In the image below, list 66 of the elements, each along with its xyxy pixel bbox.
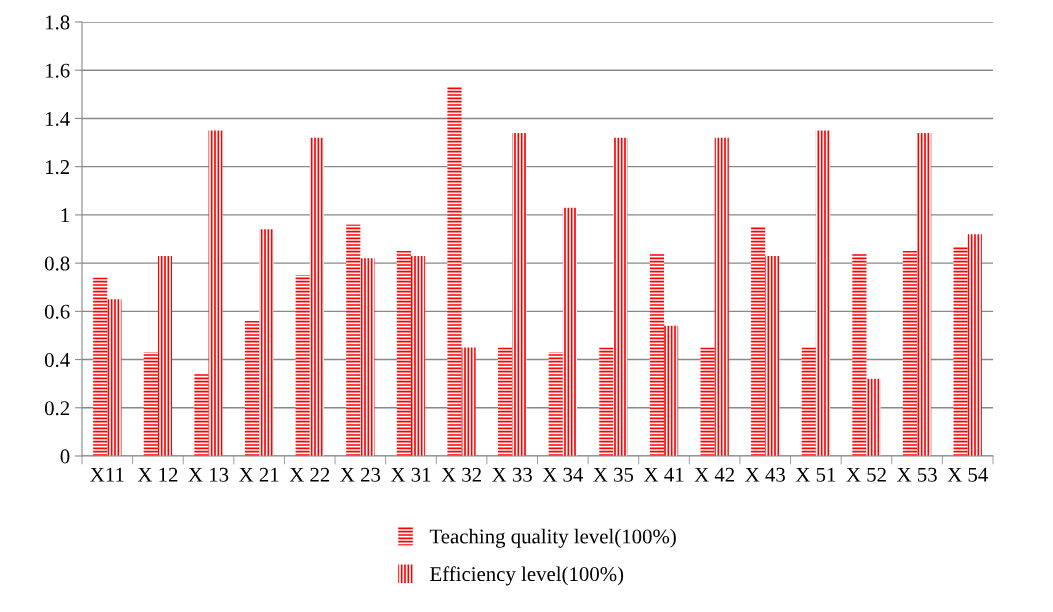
x-tick-label: X 12 [137, 467, 178, 482]
y-tick-label: 0.6 [44, 304, 70, 319]
x-tick-label: X11 [90, 467, 124, 482]
x-tick-label: X 21 [239, 467, 279, 482]
bar [562, 207, 577, 456]
bar [309, 137, 324, 456]
x-tick-label: X 43 [745, 467, 785, 482]
y-tick-label: 0 [60, 449, 70, 464]
bar [967, 234, 982, 456]
y-tick-label: 1.4 [45, 111, 70, 126]
bar [244, 320, 260, 456]
bar [613, 137, 628, 456]
x-tick-label: X 41 [643, 467, 684, 482]
bar [902, 251, 918, 456]
y-tick-label: 0.4 [44, 352, 70, 368]
x-tick-label: X 23 [340, 467, 381, 482]
x-tick-label: X 53 [897, 467, 937, 482]
bar [664, 325, 679, 456]
bar [548, 352, 563, 456]
y-tick-label: 0.8 [44, 256, 70, 271]
bar [953, 246, 968, 456]
bar [194, 374, 209, 456]
x-tick-label: X 31 [390, 467, 431, 482]
bar [498, 347, 513, 456]
bar [866, 378, 881, 456]
x-tick-label: X 22 [289, 467, 330, 482]
x-tick-label: X 33 [492, 467, 532, 482]
bar [700, 347, 715, 456]
bar [107, 299, 122, 456]
bar [815, 130, 831, 456]
y-tick-label: 0.2 [44, 401, 70, 416]
bar [751, 226, 766, 456]
bar [157, 255, 173, 456]
bar [396, 251, 411, 456]
x-tick-label: X 42 [694, 467, 735, 482]
y-tick-label: 1.8 [45, 15, 70, 30]
x-tick-label: X 13 [188, 467, 229, 482]
x-tick-label: X 32 [441, 467, 481, 482]
legend-label: Efficiency level(100%) [430, 566, 624, 586]
bar [599, 347, 614, 456]
x-tick-label: X 35 [593, 467, 634, 482]
bar [295, 275, 310, 456]
bar [346, 224, 361, 456]
bar [512, 132, 527, 456]
y-tick-label: 1.6 [45, 63, 70, 78]
bar [714, 137, 729, 456]
bar [410, 255, 426, 456]
bar [461, 347, 476, 456]
bar [208, 130, 223, 456]
legend-label: Teaching quality level(100%) [429, 528, 676, 548]
y-tick-label: 1.2 [45, 160, 70, 175]
bar [93, 277, 108, 456]
bar [143, 352, 158, 456]
bar [649, 253, 665, 456]
y-tick-label: 1 [61, 208, 69, 223]
bar [259, 229, 274, 456]
x-tick-label: X 34 [542, 467, 584, 482]
bar [360, 258, 375, 456]
bar [765, 255, 780, 456]
bar [801, 347, 816, 456]
bar [917, 132, 932, 456]
bar [447, 87, 462, 456]
bar [852, 253, 867, 456]
x-tick-label: X 54 [947, 467, 988, 482]
x-tick-label: X 52 [846, 467, 886, 482]
x-tick-label: X 51 [795, 467, 836, 482]
